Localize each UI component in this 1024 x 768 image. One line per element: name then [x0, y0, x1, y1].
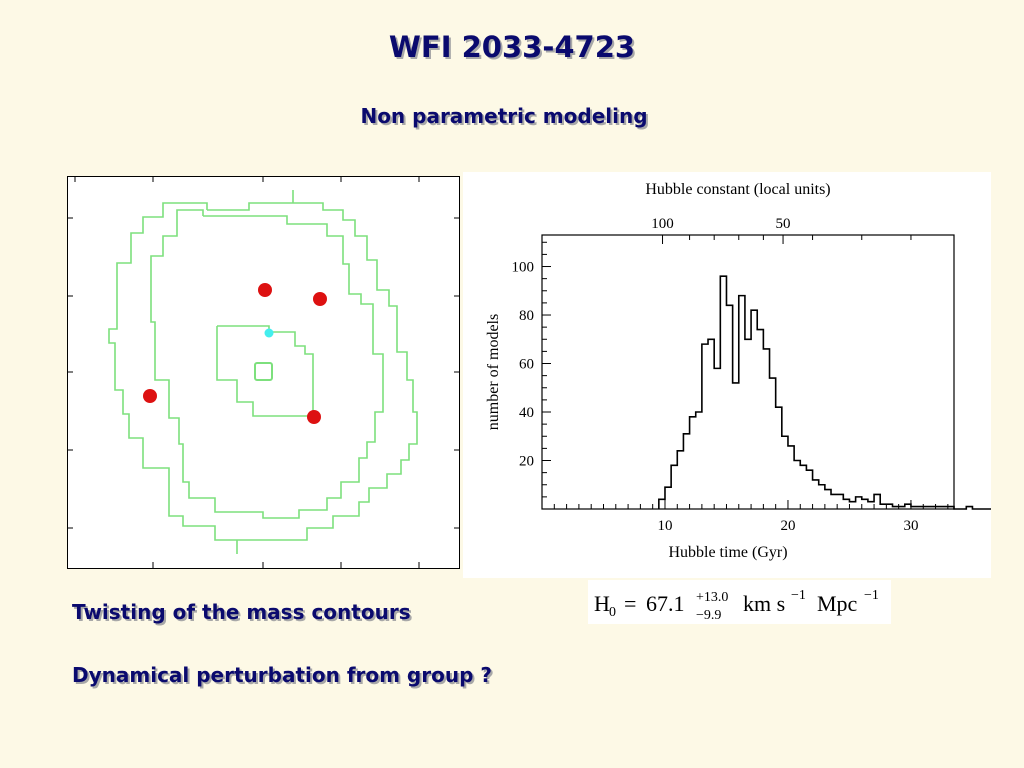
slide-title: WFI 2033-4723: [388, 30, 636, 64]
h0-unit-mpc: Mpc: [817, 591, 858, 616]
h0-upper-error: +13.0: [696, 590, 728, 605]
histogram-step-line: [658, 275, 991, 510]
bullet-mass-contours: Twisting of the mass contours: [72, 600, 411, 624]
h0-equals: =: [624, 591, 636, 616]
h0-unit-mpc-exponent: −1: [864, 588, 879, 603]
h0-symbol: H: [594, 591, 610, 616]
h0-unit-km-s: km s: [743, 591, 785, 616]
cyan-point-marker: [264, 328, 274, 338]
inner-contour: [216, 325, 314, 417]
h0-subscript: 0: [609, 605, 616, 620]
map-frame: [67, 176, 460, 569]
mass-contour-map: [67, 176, 460, 569]
galaxy-point-marker: [307, 410, 321, 424]
y-tick-label: 80: [519, 308, 534, 324]
x-tick-label: 10: [657, 518, 672, 534]
h0-lower-error: −9.9: [696, 608, 721, 623]
outer-contour: [108, 190, 418, 554]
center-square-marker: [254, 362, 273, 381]
x-axis-label: Hubble time (Gyr): [668, 544, 787, 561]
y-tick-label: 60: [519, 357, 534, 373]
galaxy-point-marker: [313, 292, 327, 306]
top-tick-label: 100: [651, 216, 674, 232]
top-axis-label: Hubble constant (local units): [645, 181, 830, 198]
x-tick-label: 20: [780, 518, 795, 534]
y-tick-label: 40: [519, 405, 534, 421]
h0-value: 67.1: [646, 591, 685, 616]
galaxy-point-marker: [258, 283, 272, 297]
slide-subtitle: Non parametric modeling: [360, 104, 648, 128]
y-axis-label: number of models: [485, 314, 502, 430]
x-tick-label: 30: [903, 518, 918, 534]
middle-contour: [150, 209, 384, 519]
plot-frame: [541, 234, 955, 510]
y-tick-label: 20: [519, 454, 534, 470]
galaxy-point-marker: [143, 389, 157, 403]
h0-unit-km-s-exponent: −1: [791, 588, 806, 603]
y-tick-label: 100: [512, 260, 535, 276]
top-tick-label: 50: [776, 216, 791, 232]
h0-result-formula: H 0 = 67.1 +13.0 −9.9 km s −1 Mpc −1: [588, 580, 891, 624]
bullet-group-perturbation: Dynamical perturbation from group ?: [72, 663, 492, 687]
hubble-time-histogram: 10 20 30 20 40 60 80 100 100 50 Hubble constant (l…: [463, 172, 991, 578]
map-ticks: [67, 176, 460, 569]
